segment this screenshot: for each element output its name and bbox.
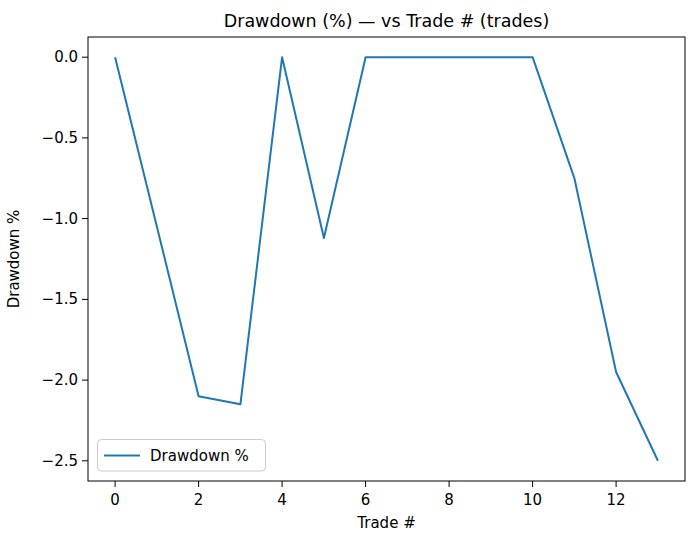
drawdown-figure: Drawdown (%) — vs Trade # (trades) 0 2 4 6 8… — [0, 0, 695, 546]
plot-area-spines — [88, 37, 685, 481]
x-axis-label: Trade # — [356, 514, 415, 532]
legend: Drawdown % — [98, 440, 266, 472]
y-axis-label: Drawdown % — [5, 210, 23, 309]
x-tick-label: 4 — [277, 491, 287, 509]
y-tick-label: −1.0 — [42, 210, 78, 228]
x-tick-label: 2 — [194, 491, 204, 509]
x-tick-label: 12 — [607, 491, 626, 509]
y-tick-label: 0.0 — [54, 48, 78, 66]
x-tick-label: 10 — [523, 491, 542, 509]
chart-title: Drawdown (%) — vs Trade # (trades) — [224, 11, 550, 31]
legend-label: Drawdown % — [150, 447, 249, 465]
x-tick-label: 6 — [361, 491, 371, 509]
x-tick-label: 8 — [444, 491, 454, 509]
y-tick-label: −1.5 — [42, 290, 78, 308]
x-tick-label: 0 — [110, 491, 120, 509]
y-tick-label: −2.5 — [42, 452, 78, 470]
y-tick-label: −2.0 — [42, 371, 78, 389]
y-tick-label: −0.5 — [42, 129, 78, 147]
y-axis-ticks: 0.0 −0.5 −1.0 −1.5 −2.0 −2.5 — [42, 48, 88, 470]
drawdown-line-series — [115, 57, 658, 461]
x-axis-ticks: 0 2 4 6 8 10 12 — [110, 481, 625, 509]
drawdown-chart-svg: Drawdown (%) — vs Trade # (trades) 0 2 4 6 8… — [0, 0, 695, 546]
